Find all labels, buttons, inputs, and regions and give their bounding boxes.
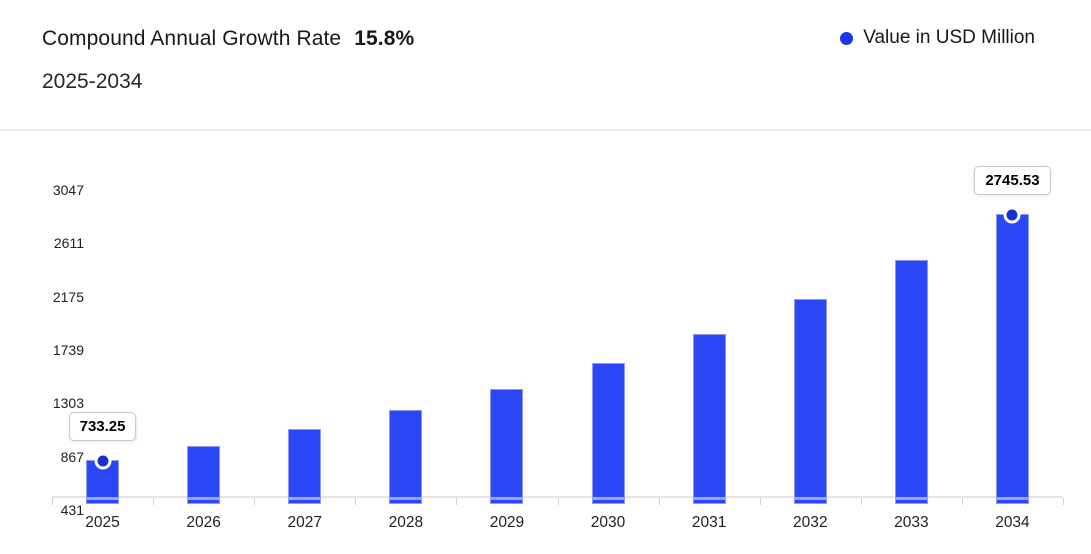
bar-2027[interactable] <box>288 429 322 504</box>
x-axis-tick <box>961 498 963 505</box>
bar-bottom-stripe <box>693 496 725 500</box>
y-axis-label: 1303 <box>52 395 84 412</box>
y-axis-label: 431 <box>60 502 84 518</box>
bar-bottom-stripe <box>289 496 321 500</box>
y-axis-label: 2175 <box>52 288 84 305</box>
x-axis-label: 2025 <box>85 514 120 531</box>
x-axis-label: 2029 <box>489 514 525 531</box>
bar-2029[interactable] <box>490 388 524 504</box>
legend-item[interactable]: Value in USD Million <box>840 27 1035 49</box>
y-axis-label: 867 <box>60 448 84 465</box>
x-axis-label: 2033 <box>894 514 929 531</box>
y-axis-label: 3047 <box>52 182 84 199</box>
x-axis-tick <box>355 498 357 505</box>
x-axis-tick <box>759 498 761 505</box>
title-text: Compound Annual Growth Rate <box>42 27 342 50</box>
x-axis-tick <box>254 498 256 505</box>
x-axis-tick <box>456 498 458 505</box>
x-axis-label: 2034 <box>995 514 1030 531</box>
bar-bottom-stripe <box>592 496 624 500</box>
bar-bottom-stripe <box>87 496 119 500</box>
x-axis-tick <box>557 498 559 505</box>
bar-bottom-stripe <box>491 496 523 500</box>
bar-2028[interactable] <box>389 410 423 504</box>
bar-2033[interactable] <box>894 259 928 504</box>
x-axis-line <box>52 496 1063 498</box>
data-point-marker <box>94 452 112 470</box>
x-axis-tick <box>860 498 862 505</box>
bar-2030[interactable] <box>591 363 625 504</box>
data-point-marker <box>1003 206 1021 224</box>
bar-2026[interactable] <box>187 445 221 504</box>
bar-bottom-stripe <box>996 496 1028 500</box>
period-label: 2025-2034 <box>42 70 143 93</box>
bar-bottom-stripe <box>895 496 927 500</box>
x-axis-label: 2030 <box>590 514 626 531</box>
x-axis-tick <box>153 498 155 505</box>
legend-dot-icon <box>840 31 854 45</box>
x-axis-tick <box>52 498 53 505</box>
bar-2034[interactable] <box>995 214 1029 504</box>
bar-bottom-stripe <box>188 496 220 500</box>
x-axis-label: 2026 <box>186 514 221 531</box>
y-axis-label: 2611 <box>53 235 84 252</box>
x-axis-tick <box>1063 498 1064 505</box>
value-tooltip: 733.25 <box>68 412 137 442</box>
value-tooltip: 2745.53 <box>974 166 1051 196</box>
bar-bottom-stripe <box>794 496 826 500</box>
bar-bottom-stripe <box>390 496 422 500</box>
y-axis-label: 1739 <box>52 342 84 359</box>
x-axis-tick <box>658 498 660 505</box>
header-divider <box>0 129 1091 131</box>
cagr-value: 15.8% <box>354 27 415 50</box>
bar-2032[interactable] <box>793 299 827 504</box>
x-axis-label: 2027 <box>287 514 322 531</box>
x-axis-label: 2028 <box>388 514 424 531</box>
bar-2031[interactable] <box>692 333 726 504</box>
x-axis-label: 2031 <box>691 514 727 531</box>
legend-label: Value in USD Million <box>863 27 1035 48</box>
page-title: Compound Annual Growth Rate 15.8% <box>42 25 414 52</box>
x-axis-label: 2032 <box>793 514 828 531</box>
